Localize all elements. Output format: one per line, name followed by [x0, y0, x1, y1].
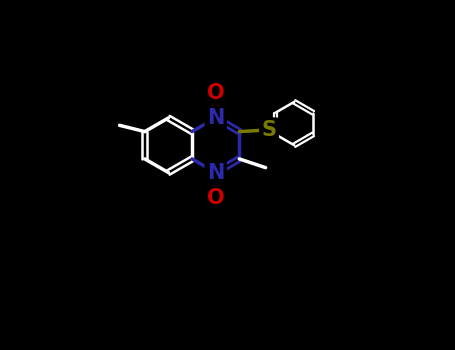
Text: N: N [207, 162, 224, 183]
Text: S: S [262, 120, 277, 140]
Text: N: N [207, 108, 224, 128]
Text: O: O [207, 83, 224, 103]
Text: O: O [207, 188, 224, 208]
